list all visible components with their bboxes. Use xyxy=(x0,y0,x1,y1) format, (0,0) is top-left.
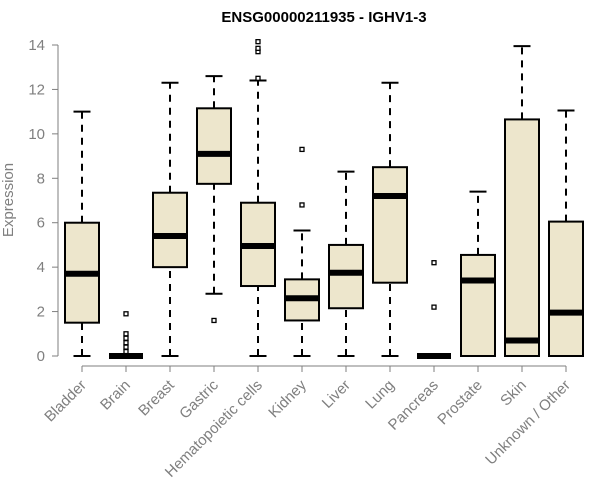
box-breast xyxy=(152,81,188,357)
x-tick-label: Bladder xyxy=(41,377,90,426)
y-tick-label: 8 xyxy=(37,170,45,187)
y-tick-label: 2 xyxy=(37,304,45,321)
outlier-point xyxy=(123,311,129,317)
box-iqr xyxy=(152,191,188,269)
box-iqr xyxy=(504,118,540,357)
x-tick-label: Lung xyxy=(362,377,398,413)
x-tick-label: Breast xyxy=(135,376,178,419)
chart-title: ENSG00000211935 - IGHV1-3 xyxy=(221,9,426,26)
outlier-point xyxy=(299,202,305,208)
box-lung xyxy=(372,81,408,357)
box-unknown-other xyxy=(548,109,584,357)
box-hematopoietic-cells xyxy=(240,39,276,357)
box-gastric xyxy=(196,75,232,324)
box-liver xyxy=(328,170,364,357)
outlier-point xyxy=(123,340,129,346)
outlier-point xyxy=(123,348,129,355)
box-iqr xyxy=(460,253,496,357)
box-pancreas xyxy=(417,260,451,359)
y-tick-label: 14 xyxy=(28,37,45,54)
box-iqr xyxy=(328,243,364,310)
outlier-point xyxy=(123,335,129,341)
box-brain xyxy=(109,311,143,359)
box-iqr xyxy=(196,107,232,185)
x-tick-label: Brain xyxy=(97,377,134,414)
box-kidney xyxy=(284,146,320,357)
outlier-point xyxy=(211,317,217,324)
x-tick-label: Prostate xyxy=(434,377,486,429)
x-tick-label: Liver xyxy=(319,377,354,412)
box-skin xyxy=(504,45,540,357)
plot-area xyxy=(64,39,584,359)
y-axis: 0 2 4 6 8 10 12 14 xyxy=(28,37,59,365)
y-tick-label: 12 xyxy=(28,81,45,98)
y-tick-label: 6 xyxy=(37,215,45,232)
box-iqr xyxy=(372,166,408,284)
outlier-point xyxy=(255,75,261,81)
x-tick-label: Kidney xyxy=(265,376,310,421)
box-prostate xyxy=(460,190,496,357)
outlier-point xyxy=(255,39,261,45)
box-bladder xyxy=(64,110,100,357)
y-tick-label: 0 xyxy=(37,348,45,365)
box-iqr xyxy=(548,220,584,357)
y-tick-label: 10 xyxy=(28,126,45,143)
outlier-point xyxy=(299,146,305,153)
outlier-point xyxy=(431,260,437,266)
x-tick-label: Skin xyxy=(497,377,530,410)
outlier-point xyxy=(255,45,261,51)
outlier-point xyxy=(431,304,437,310)
outlier-point xyxy=(123,331,129,337)
y-axis-label: Expression xyxy=(0,163,17,237)
outlier-point xyxy=(123,344,129,350)
y-tick-label: 4 xyxy=(37,259,45,276)
